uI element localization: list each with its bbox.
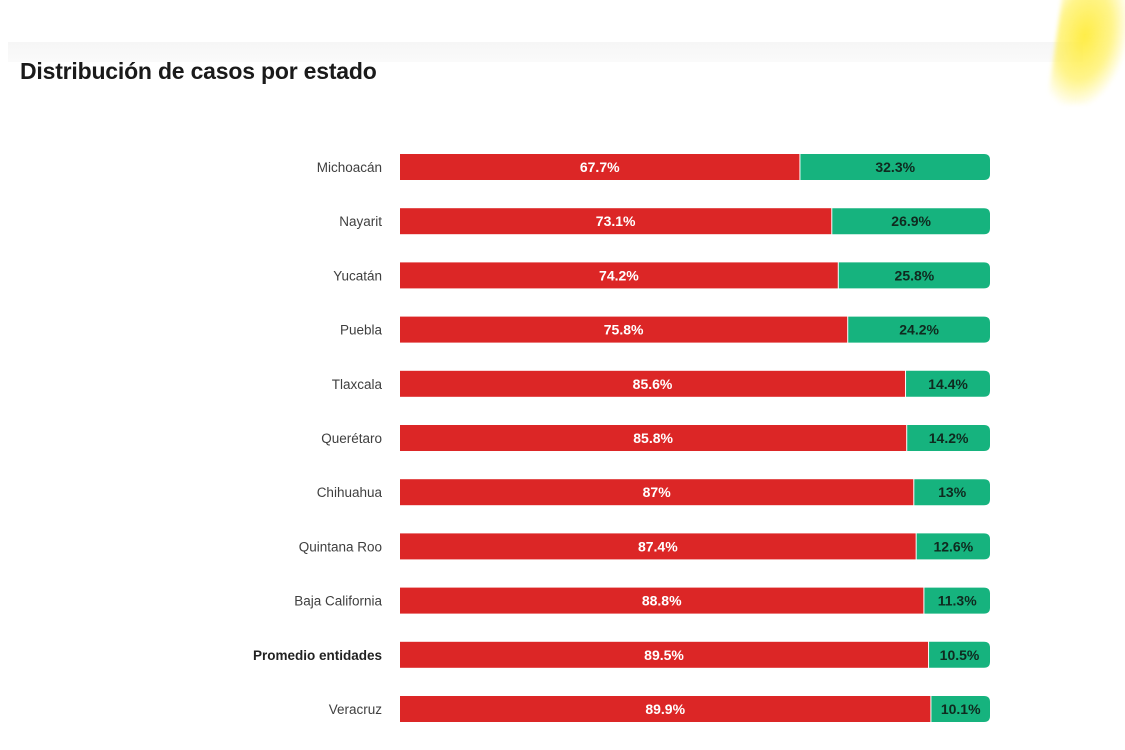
data-label-segment-2: 11.3% (938, 593, 977, 609)
bar-segment-2 (924, 587, 990, 614)
data-label-segment-2: 14.4% (928, 376, 968, 392)
category-label: Puebla (340, 323, 383, 338)
bar-segment-2 (800, 154, 990, 180)
bar-segment-2 (929, 641, 990, 668)
data-label-segment-2: 26.9% (891, 213, 931, 229)
data-label-segment-2: 10.5% (940, 647, 980, 663)
data-label-segment-1: 89.9% (645, 701, 685, 717)
data-label-segment-1: 85.6% (633, 376, 673, 392)
category-label: Baja California (294, 594, 382, 609)
bar-segment-1 (400, 262, 838, 289)
data-label-segment-1: 74.2% (599, 267, 639, 283)
data-label-segment-2: 12.6% (933, 538, 973, 554)
data-label-segment-2: 10.1% (941, 701, 981, 717)
data-label-segment-1: 89.5% (644, 647, 684, 663)
data-label-segment-2: 13% (938, 484, 967, 500)
bar-segment-1 (400, 425, 907, 451)
category-label: Querétaro (321, 431, 382, 446)
category-label: Quintana Roo (299, 539, 382, 554)
data-label-segment-2: 14.2% (929, 430, 969, 446)
data-label-segment-1: 85.8% (633, 430, 673, 446)
category-label: Veracruz (329, 702, 383, 717)
bar-segment-1 (400, 479, 914, 506)
data-label-segment-2: 25.8% (895, 267, 935, 283)
bar-segment-1 (400, 370, 906, 397)
data-label-segment-1: 73.1% (596, 213, 636, 229)
data-label-segment-1: 88.8% (642, 593, 682, 609)
bar-segment-1 (400, 587, 924, 614)
category-label: Tlaxcala (332, 377, 383, 392)
category-label: Yucatán (333, 268, 382, 283)
header-band (8, 42, 1083, 62)
bar-segment-1 (400, 154, 800, 180)
category-label: Promedio entidades (253, 648, 382, 663)
bar-segment-2 (848, 316, 990, 343)
data-label-segment-1: 87% (643, 484, 672, 500)
bar-segment-2 (906, 370, 990, 397)
chart-title: Distribución de casos por estado (20, 58, 377, 84)
bar-segment-1 (400, 641, 929, 668)
bar-segment-2 (916, 533, 990, 560)
data-label-segment-2: 24.2% (899, 322, 939, 338)
data-label-segment-1: 75.8% (604, 322, 644, 338)
bar-segment-2 (931, 696, 990, 722)
bar-segment-1 (400, 533, 916, 560)
bar-segment-2 (907, 425, 990, 451)
category-label: Chihuahua (317, 485, 383, 500)
bar-segment-1 (400, 316, 848, 343)
category-label: Michoacán (317, 160, 382, 175)
bar-segment-2 (914, 479, 990, 506)
bar-segment-1 (400, 208, 832, 235)
category-label: Nayarit (339, 214, 382, 229)
bar-segment-1 (400, 696, 931, 722)
bar-segment-2 (838, 262, 990, 289)
data-label-segment-1: 87.4% (638, 538, 678, 554)
data-label-segment-1: 67.7% (580, 159, 620, 175)
data-label-segment-2: 32.3% (875, 159, 915, 175)
bar-segment-2 (832, 208, 990, 235)
